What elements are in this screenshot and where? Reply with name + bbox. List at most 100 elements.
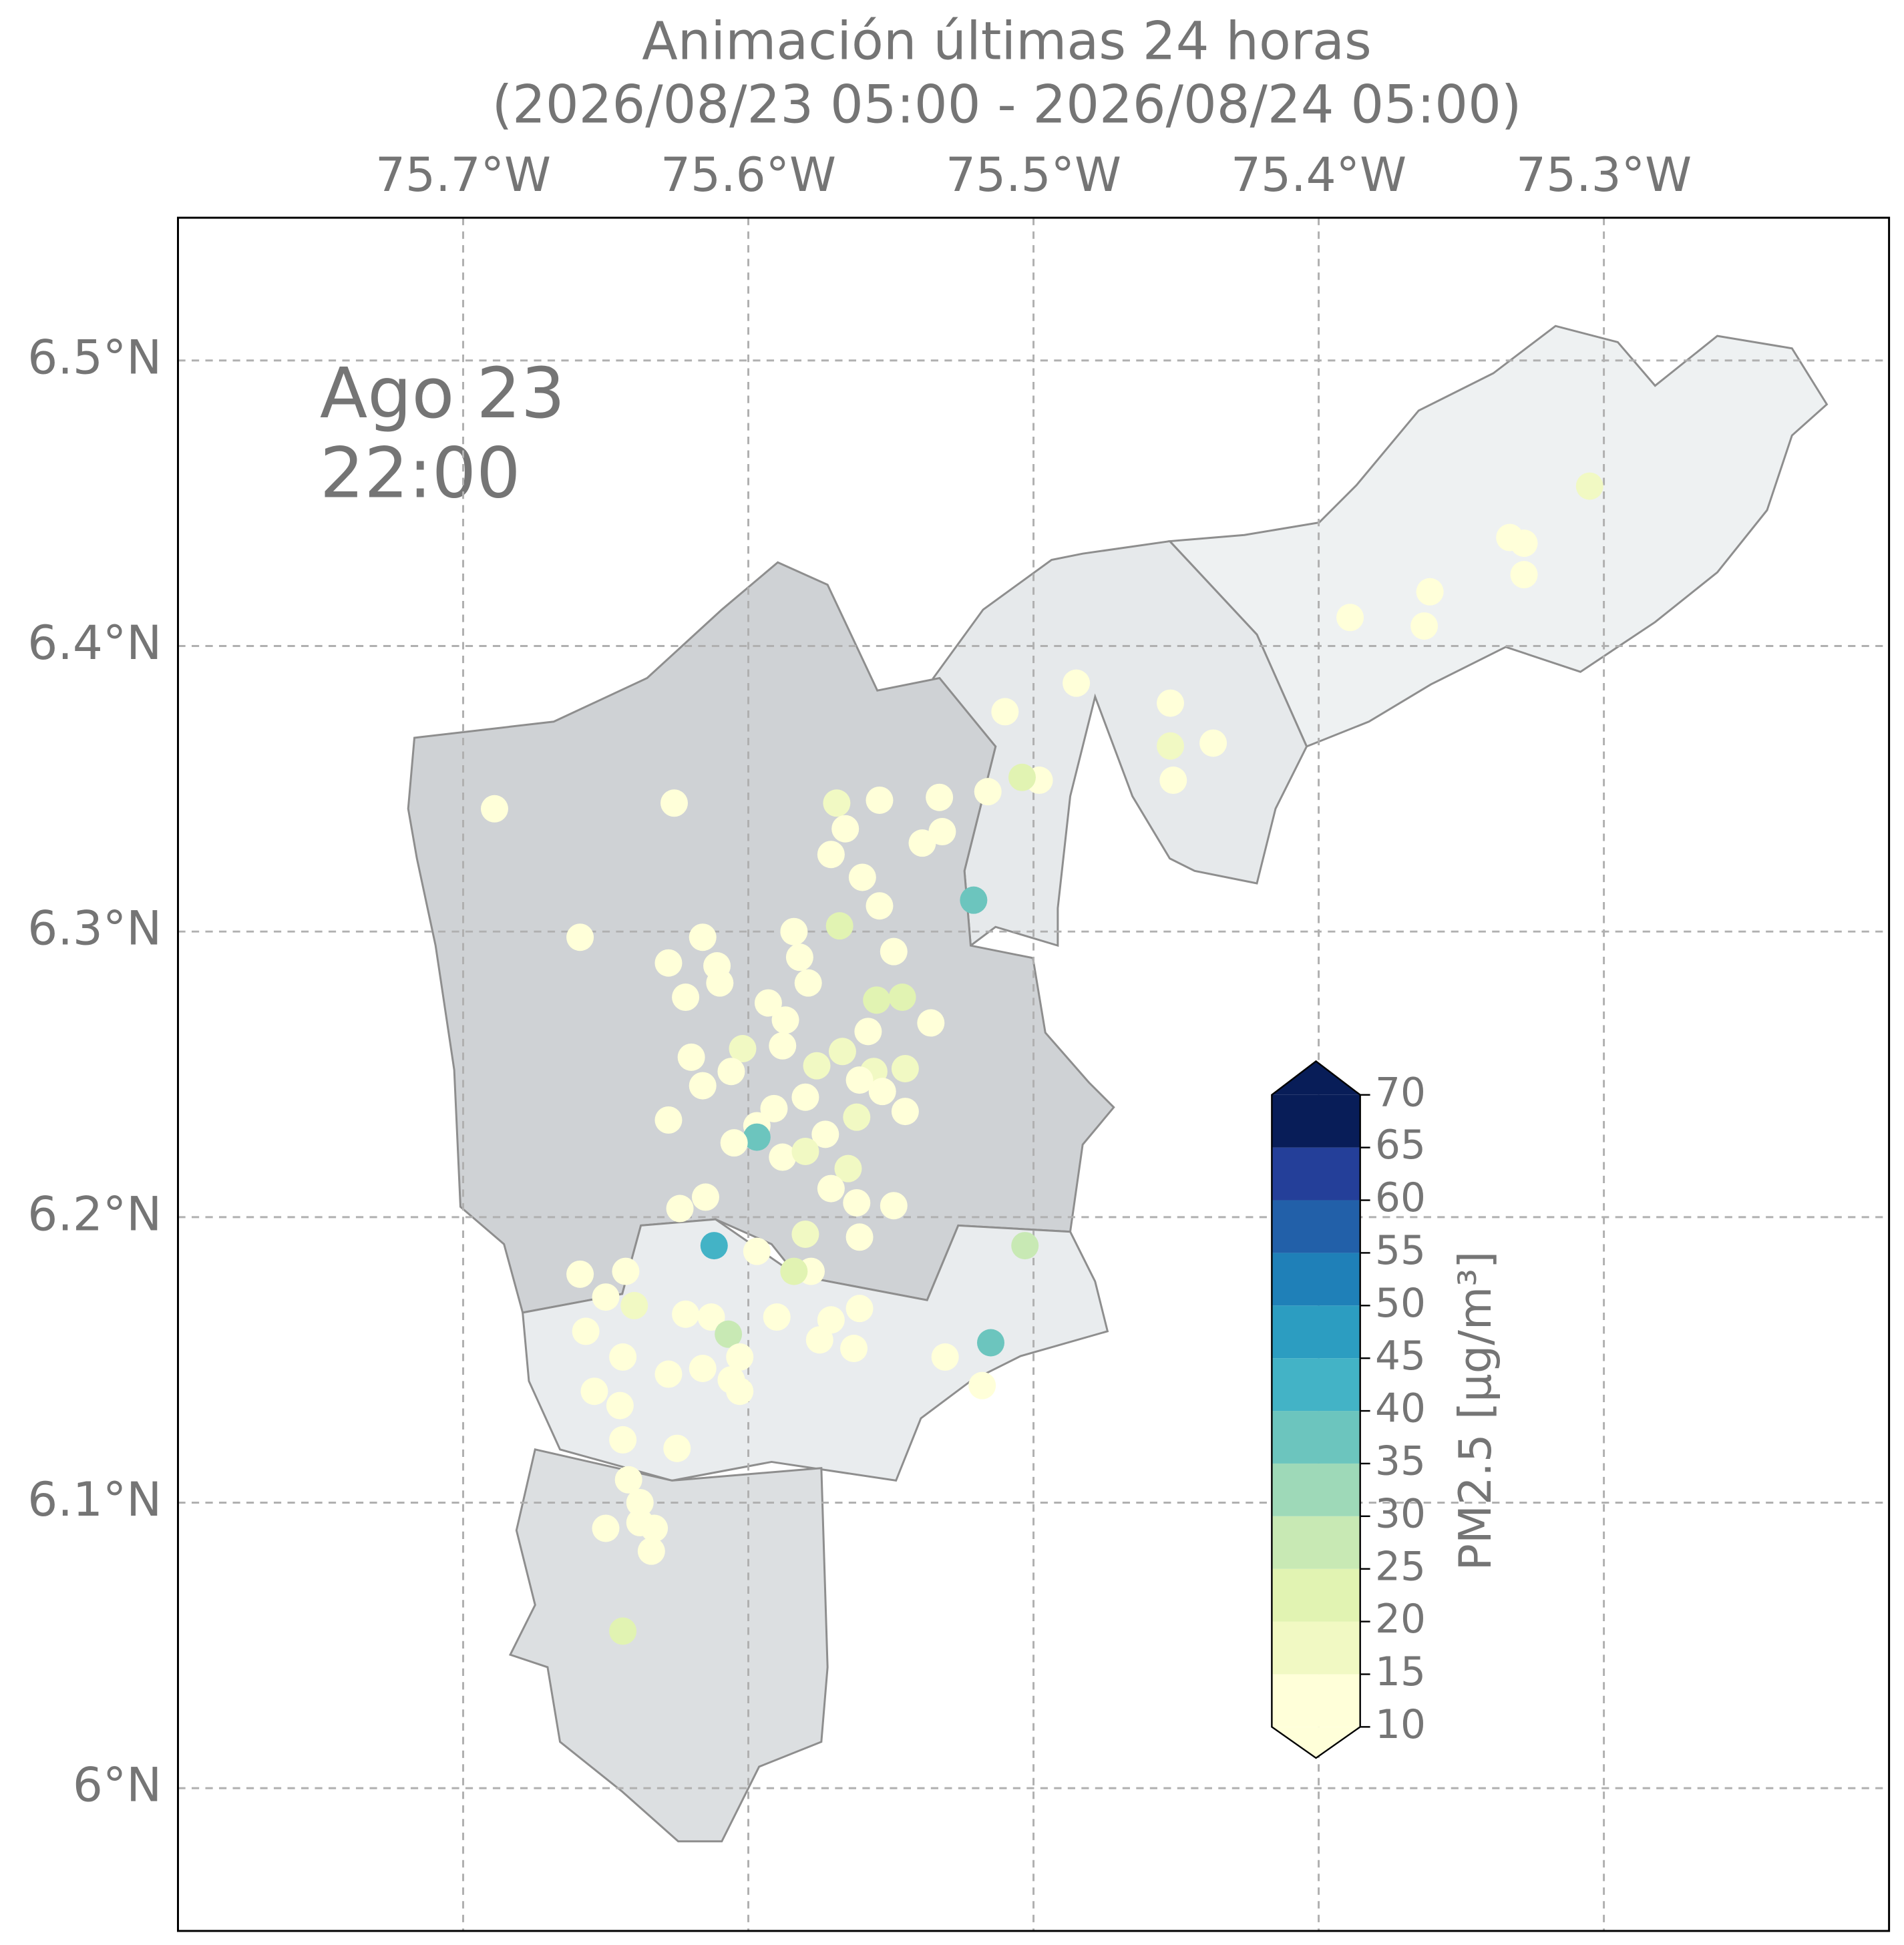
station-point [726,1343,754,1371]
station-point [991,698,1019,726]
station-point [843,1103,871,1131]
station-point [637,1537,665,1565]
colorbar-tick-label: 15 [1375,1649,1426,1695]
station-point [891,1098,919,1126]
station-point [866,786,894,814]
colorbar-bin [1272,1200,1360,1253]
colorbar-bin [1272,1463,1360,1516]
colorbar-bin [1272,1621,1360,1675]
station-point [926,783,954,811]
station-point [654,1106,683,1134]
colorbar-tick-label: 30 [1375,1491,1426,1537]
station-point [917,1009,945,1037]
time-annotation: Ago 23 [320,353,565,434]
station-point [1336,604,1364,632]
station-point [715,1320,743,1348]
station-point [780,917,808,945]
station-point [823,789,851,817]
station-point [1011,1232,1039,1260]
station-point [845,1295,874,1323]
station-point [974,778,1002,806]
station-point [843,1188,871,1217]
station-point [769,1143,797,1171]
subtitle: (2026/08/23 05:00 - 2026/08/24 05:00) [492,75,1522,136]
station-point [866,892,894,920]
y-tick-label: 6°N [73,1757,162,1813]
station-point [763,1303,791,1331]
station-point [803,1052,831,1080]
station-point [1575,472,1603,500]
station-point [677,1043,705,1071]
colorbar-tick-label: 50 [1375,1281,1426,1327]
colorbar-tick-label: 25 [1375,1544,1426,1590]
colorbar-tick-label: 40 [1375,1386,1426,1432]
station-point [791,1220,819,1248]
station-point [706,969,734,997]
station-point [654,949,683,977]
station-point [880,1192,908,1220]
station-point [834,1154,862,1182]
x-tick-label: 75.7°W [375,147,551,202]
station-point [880,937,908,965]
colorbar-bin [1272,1568,1360,1622]
station-point [1510,561,1538,589]
station-point [592,1514,620,1542]
station-point [689,923,717,951]
y-tick-label: 6.1°N [27,1472,162,1527]
station-point [791,1083,819,1111]
station-point [672,984,700,1012]
station-point [868,1078,896,1106]
station-point [805,1326,833,1354]
y-tick-label: 6.4°N [27,615,162,670]
colorbar-tick-label: 55 [1375,1228,1426,1274]
station-point [817,1306,845,1334]
station-point [572,1317,600,1345]
station-point [620,1291,648,1319]
station-point [845,1066,874,1094]
station-point [780,1257,808,1285]
station-point [794,969,822,997]
station-point [828,1038,856,1066]
station-point [566,1260,594,1288]
colorbar-tick-label: 65 [1375,1122,1426,1168]
colorbar-tick-label: 60 [1375,1175,1426,1221]
station-point [609,1617,637,1645]
station-point [663,1434,691,1462]
map-frame [176,216,1891,1932]
colorbar-bin [1272,1358,1360,1412]
station-point [1157,689,1185,717]
x-tick-label: 75.6°W [660,147,836,202]
station-point [609,1343,637,1371]
station-point [726,1377,754,1406]
station-point [931,1343,959,1371]
colorbar-bin [1272,1411,1360,1464]
station-point [769,1032,797,1060]
station-point [1510,529,1538,558]
station-point [863,986,891,1014]
station-point [743,1237,771,1265]
station-point [845,1223,874,1251]
station-point [1410,612,1439,640]
y-tick-label: 6.3°N [27,901,162,956]
time-annotation: 22:00 [320,432,521,513]
station-point [729,1035,757,1063]
title: Animación últimas 24 horas [642,11,1372,72]
station-point [480,795,508,823]
station-point [743,1123,771,1151]
station-point [785,943,813,971]
station-point [672,1300,700,1328]
colorbar-bin [1272,1094,1360,1148]
station-point [1159,767,1187,795]
colorbar-label: PM2.5 [μg/m³] [1449,1251,1501,1571]
region [932,539,1308,947]
station-point [660,789,689,817]
station-point [831,815,860,843]
region [407,561,1115,1314]
station-point [580,1377,608,1406]
station-point [720,1129,748,1157]
station-point [960,886,988,914]
colorbar-extend [1272,1727,1360,1758]
station-point [811,1120,839,1148]
station-point [771,1006,799,1034]
